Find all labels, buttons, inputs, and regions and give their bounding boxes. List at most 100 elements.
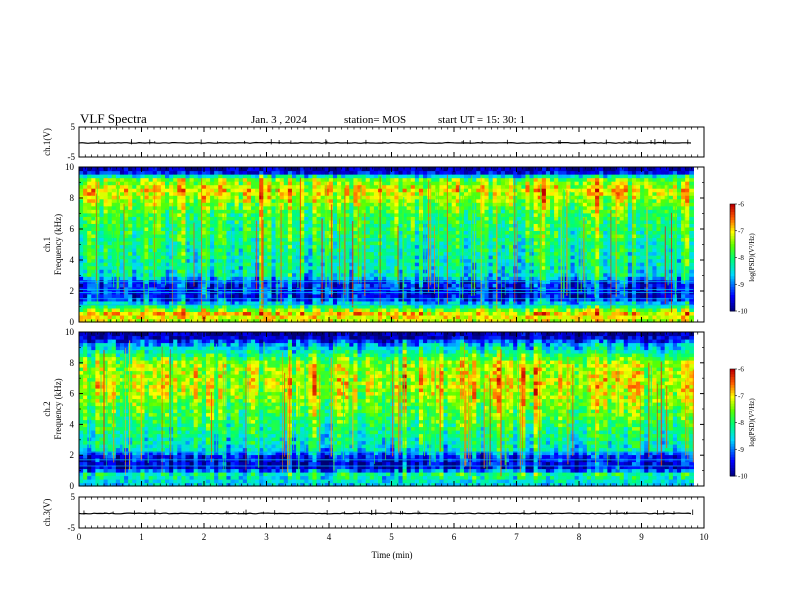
spectrogram-cell <box>103 184 109 189</box>
spectrogram-cell <box>226 177 232 182</box>
spectrogram-cell <box>279 272 285 277</box>
spectrogram-cell <box>492 276 498 281</box>
spectrogram-cell <box>148 195 154 200</box>
spectrogram-cell <box>152 272 158 277</box>
spectrogram-cell <box>83 300 88 305</box>
spectrogram-cell <box>251 255 256 260</box>
spectrogram-cell <box>509 248 514 253</box>
spectrogram-cell <box>496 219 502 224</box>
spectrogram-cell <box>296 314 301 320</box>
spectrogram-cell <box>140 223 146 228</box>
spectrogram-cell <box>148 237 154 242</box>
spectrogram-cell <box>492 304 498 309</box>
spectrogram-cell <box>410 233 416 239</box>
spectrogram-cell <box>234 170 240 175</box>
spectrogram-cell <box>324 297 330 302</box>
spectrogram-cell <box>99 212 105 217</box>
spectrogram-cell <box>476 300 481 305</box>
spectrogram-cell <box>111 223 117 228</box>
spectrogram-cell <box>148 311 154 316</box>
spectrogram-cell <box>345 300 350 305</box>
spectrogram-cell <box>300 184 305 189</box>
spectrogram-cell <box>275 219 281 224</box>
spectrogram-cell <box>119 230 125 235</box>
spectrogram-cell <box>271 226 277 232</box>
spectrogram-cell <box>312 230 318 235</box>
spectrogram-cell <box>201 177 207 182</box>
spectrogram-cell <box>193 195 199 200</box>
spectrogram-cell <box>119 251 125 256</box>
spectrogram-cell <box>517 251 522 256</box>
spectrogram-cell <box>431 167 436 172</box>
spectrogram-cell <box>484 314 490 320</box>
spectrogram-cell <box>210 304 215 309</box>
spectrogram-cell <box>83 240 88 246</box>
spectrogram-cell <box>267 188 273 193</box>
spectrogram-cell <box>283 307 289 313</box>
spectrogram-cell <box>226 297 232 302</box>
spectrogram-cell <box>513 258 518 263</box>
spectrogram-cell <box>394 240 400 246</box>
spectrogram-cell <box>144 212 150 217</box>
spectrogram-cell <box>107 191 113 196</box>
spectrogram-cell <box>173 181 178 186</box>
spectrogram-cell <box>148 184 154 189</box>
spectrogram-cell <box>226 283 232 288</box>
spectrogram-cell <box>103 258 109 263</box>
spectrogram-cell <box>451 297 457 302</box>
spectrogram-cell <box>242 307 248 313</box>
spectrogram-cell <box>361 251 367 256</box>
spectrogram-cell <box>169 181 174 186</box>
spectrogram-cell <box>79 184 84 189</box>
spectrogram-cell <box>406 198 412 203</box>
spectrogram-cell <box>238 314 244 320</box>
spectrogram-cell <box>124 170 129 175</box>
spectrogram-cell <box>165 286 170 291</box>
spectrogram-cell <box>382 272 387 277</box>
spectrogram-cell <box>509 198 514 203</box>
spectrogram-cell <box>300 205 305 210</box>
spectrogram-cell <box>79 188 84 193</box>
spectrogram-cell <box>279 212 285 217</box>
spectrogram-cell <box>197 184 203 189</box>
spectrogram-cell <box>181 219 187 224</box>
spectrogram-cell <box>87 265 92 270</box>
spectrogram-cell <box>246 251 252 256</box>
spectrogram-cell <box>115 307 121 313</box>
spectrogram-cell <box>418 181 424 186</box>
spectrogram-cell <box>267 300 273 305</box>
spectrogram-cell <box>124 174 129 179</box>
spectrogram-cell <box>504 184 510 189</box>
spectrogram-cell <box>406 230 412 235</box>
spectrogram-cell <box>500 304 506 309</box>
spectrogram-cell <box>394 188 400 193</box>
spectrogram-cell <box>443 216 449 221</box>
spectrogram-cell <box>476 286 481 291</box>
spectrogram-cell <box>177 177 182 182</box>
spectrogram-cell <box>259 314 264 320</box>
spectrogram-cell <box>427 167 432 172</box>
spectrogram-cell <box>468 286 473 291</box>
spectrogram-cell <box>488 212 494 217</box>
spectrogram-cell <box>423 293 428 298</box>
spectrogram-cell <box>234 300 240 305</box>
spectrogram-cell <box>246 181 252 186</box>
spectrogram-cell <box>136 202 142 207</box>
spectrogram-cell <box>316 209 322 214</box>
spectrogram-cell <box>169 286 174 291</box>
spectrogram-cell <box>115 314 121 320</box>
spectrogram-cell <box>165 276 170 281</box>
spectrogram-cell <box>136 237 142 242</box>
spectrogram-cell <box>402 184 408 189</box>
spectrogram-cell <box>398 212 404 217</box>
spectrogram-cell <box>238 276 244 281</box>
spectrogram-cell <box>156 307 162 313</box>
spectrogram-cell <box>218 233 223 239</box>
spectrogram-cell <box>246 230 252 235</box>
spectrogram-cell <box>484 205 490 210</box>
spectrogram-cell <box>480 167 486 172</box>
spectrogram-cell <box>332 255 338 260</box>
spectrogram-cell <box>152 195 158 200</box>
spectrogram-cell <box>275 209 281 214</box>
spectrogram-cell <box>246 255 252 260</box>
